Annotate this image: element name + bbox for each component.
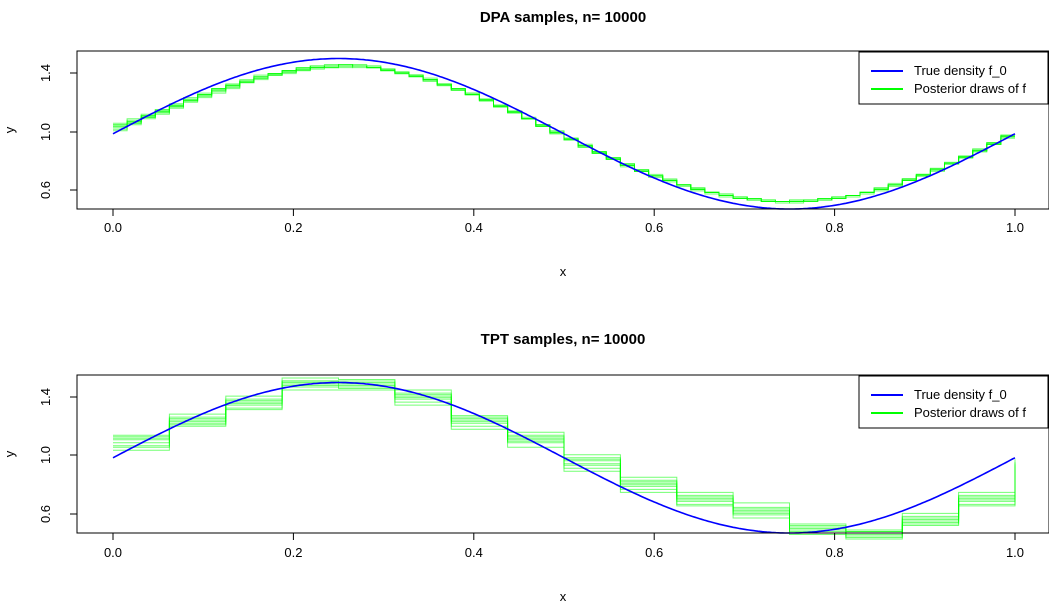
posterior-draw-line (113, 64, 1015, 202)
y-tick-label: 0.6 (38, 505, 53, 523)
panel-dpa: DPA samples, n= 10000 x y 0.0 0.2 0.4 0.… (2, 9, 1049, 279)
x-tick-label: 0.2 (284, 545, 302, 560)
x-tick-label: 0.2 (284, 220, 302, 235)
true-density-group (112, 381, 1016, 534)
true-density-line (112, 57, 1016, 210)
y-axis-label: y (2, 450, 17, 457)
x-axis-label: x (560, 264, 567, 279)
chart-title: DPA samples, n= 10000 (480, 9, 646, 26)
x-tick-label: 0.4 (465, 220, 483, 235)
x-tick-label: 0.4 (465, 545, 483, 560)
y-tick-label: 1.0 (38, 446, 53, 464)
legend-label: Posterior draws of f (914, 405, 1026, 420)
x-axis: 0.0 0.2 0.4 0.6 0.8 1.0 (104, 532, 1024, 560)
legend-label: True density f_0 (914, 63, 1007, 78)
x-axis-label: x (560, 589, 567, 604)
x-tick-label: 0.8 (826, 545, 844, 560)
panel-tpt: TPT samples, n= 10000 x y 0.0 0.2 0.4 0.… (2, 331, 1049, 604)
x-tick-label: 0.0 (104, 220, 122, 235)
x-axis: 0.0 0.2 0.4 0.6 0.8 1.0 (104, 208, 1024, 235)
chart-title: TPT samples, n= 10000 (481, 331, 646, 348)
legend-label: Posterior draws of f (914, 81, 1026, 96)
legend-box (858, 375, 1049, 429)
legend-label: True density f_0 (914, 387, 1007, 402)
legend: True density f_0 Posterior draws of f (858, 375, 1049, 429)
y-axis-label: y (2, 126, 17, 133)
posterior-draw-line (113, 389, 1016, 540)
legend: True density f_0 Posterior draws of f (858, 51, 1049, 105)
posterior-draw-line (113, 380, 1016, 532)
y-tick-label: 1.4 (38, 388, 53, 406)
x-tick-label: 1.0 (1006, 545, 1024, 560)
y-tick-label: 1.0 (38, 123, 53, 141)
y-tick-label: 1.4 (38, 64, 53, 82)
x-tick-label: 0.6 (645, 220, 663, 235)
true-density-line (112, 381, 1016, 534)
legend-box (858, 51, 1049, 105)
x-tick-label: 0.8 (826, 220, 844, 235)
true-density-group (112, 57, 1016, 210)
y-axis: 0.6 1.0 1.4 (38, 64, 78, 199)
x-tick-label: 0.0 (104, 545, 122, 560)
x-tick-label: 1.0 (1006, 220, 1024, 235)
y-tick-label: 0.6 (38, 181, 53, 199)
x-tick-label: 0.6 (645, 545, 663, 560)
y-axis: 0.6 1.0 1.4 (38, 388, 78, 523)
